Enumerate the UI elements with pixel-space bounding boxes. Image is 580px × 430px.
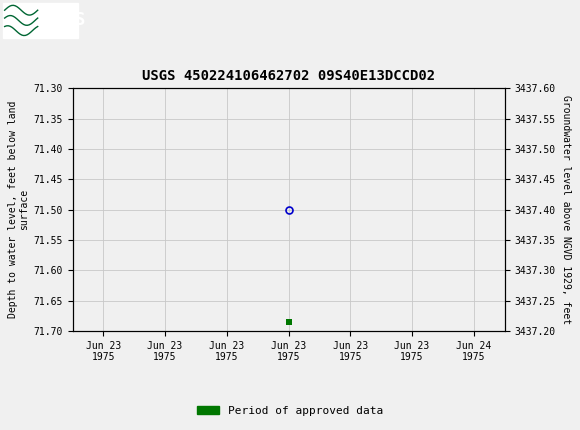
Legend: Period of approved data: Period of approved data — [193, 401, 387, 420]
Text: USGS: USGS — [42, 12, 85, 29]
Y-axis label: Groundwater level above NGVD 1929, feet: Groundwater level above NGVD 1929, feet — [561, 95, 571, 324]
Y-axis label: Depth to water level, feet below land
surface: Depth to water level, feet below land su… — [8, 101, 29, 318]
Bar — [3, 3, 78, 37]
Title: USGS 450224106462702 09S40E13DCCD02: USGS 450224106462702 09S40E13DCCD02 — [142, 69, 435, 83]
